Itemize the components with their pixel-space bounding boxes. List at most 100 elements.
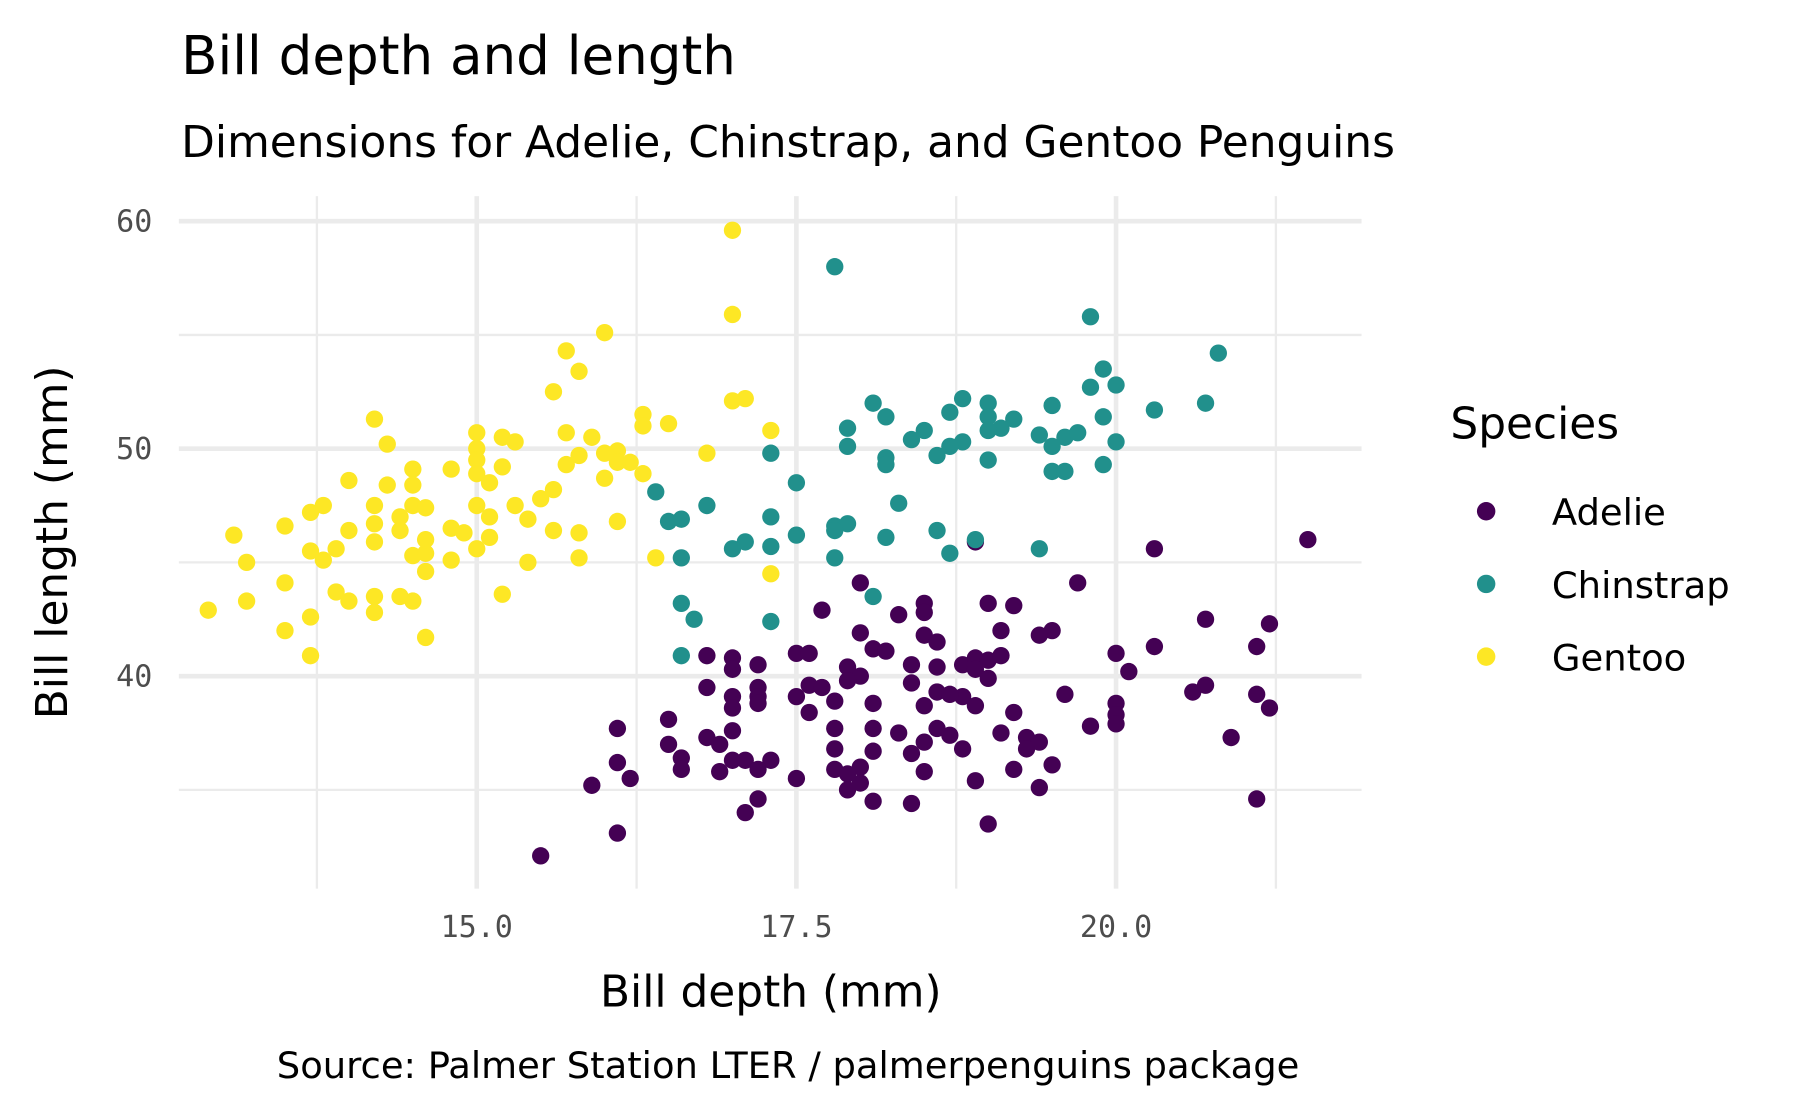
- data-point-gentoo: [340, 592, 358, 610]
- data-point-gentoo: [480, 474, 499, 492]
- data-point-chinstrap: [1209, 344, 1227, 362]
- data-point-adelie: [1017, 740, 1036, 758]
- data-point-gentoo: [468, 451, 486, 469]
- data-point-adelie: [723, 751, 742, 769]
- data-point-chinstrap: [787, 526, 806, 544]
- data-point-chinstrap: [992, 419, 1010, 437]
- data-point-adelie: [966, 660, 985, 678]
- legend-item-gentoo: Gentoo: [1476, 636, 1686, 679]
- data-point-gentoo: [365, 496, 384, 515]
- data-point-adelie: [723, 722, 742, 740]
- data-point-chinstrap: [864, 587, 882, 606]
- data-point-chinstrap: [838, 419, 857, 437]
- data-point-adelie: [1081, 717, 1100, 735]
- data-point-adelie: [787, 687, 806, 706]
- data-point-adelie: [864, 719, 882, 738]
- data-point-gentoo: [468, 465, 486, 483]
- data-point-adelie: [800, 644, 818, 663]
- data-point-adelie: [1056, 685, 1074, 703]
- data-point-gentoo: [340, 471, 358, 490]
- data-point-adelie: [941, 726, 959, 744]
- data-point-chinstrap: [979, 394, 997, 412]
- data-point-adelie: [877, 642, 895, 660]
- data-point-gentoo: [493, 585, 511, 603]
- data-point-gentoo: [506, 496, 524, 515]
- data-point-gentoo: [455, 524, 473, 542]
- data-point-adelie: [1120, 662, 1138, 681]
- data-point-gentoo: [468, 424, 486, 442]
- legend-item-chinstrap: Chinstrap: [1476, 564, 1730, 607]
- data-point-adelie: [749, 760, 767, 779]
- data-point-gentoo: [468, 540, 486, 558]
- data-point-gentoo: [544, 383, 563, 401]
- data-point-chinstrap: [647, 483, 665, 501]
- data-point-gentoo: [365, 410, 384, 428]
- data-point-chinstrap: [762, 537, 780, 556]
- data-point-gentoo: [404, 460, 422, 478]
- data-point-adelie: [953, 740, 972, 758]
- data-point-gentoo: [557, 455, 575, 474]
- data-point-adelie: [800, 703, 818, 722]
- data-point-gentoo: [404, 496, 422, 515]
- data-point-gentoo: [647, 549, 665, 567]
- data-point-gentoo: [570, 362, 588, 380]
- data-point-gentoo: [416, 628, 435, 647]
- data-point-adelie: [851, 624, 869, 642]
- data-point-gentoo: [595, 444, 614, 462]
- chart-caption: Source: Palmer Station LTER / palmerpeng…: [277, 1044, 1300, 1087]
- data-point-adelie: [992, 621, 1010, 640]
- data-point-chinstrap: [685, 610, 703, 628]
- data-point-chinstrap: [1094, 360, 1112, 378]
- x-axis-ticks: 15.0 17.5 20.0: [441, 910, 1153, 945]
- data-point-gentoo: [378, 476, 396, 494]
- legend: Species Adelie Chinstrap Gentoo: [1450, 399, 1729, 680]
- data-point-adelie: [902, 794, 921, 813]
- data-point-gentoo: [595, 324, 614, 342]
- data-point-gentoo: [276, 574, 294, 592]
- data-point-chinstrap: [1043, 396, 1061, 415]
- data-point-gentoo: [327, 583, 345, 601]
- data-point-gentoo: [621, 453, 639, 471]
- data-point-adelie: [915, 697, 933, 715]
- y-axis-ticks: 40 50 60: [116, 205, 152, 695]
- data-point-adelie: [890, 606, 908, 624]
- data-point-chinstrap: [1081, 378, 1100, 396]
- data-point-adelie: [928, 683, 946, 701]
- data-point-gentoo: [493, 458, 511, 476]
- data-point-adelie: [992, 647, 1010, 665]
- data-point-gentoo: [314, 496, 332, 515]
- data-point-adelie: [966, 697, 985, 715]
- data-point-chinstrap: [672, 510, 690, 528]
- y-tick-label: 60: [116, 205, 152, 240]
- data-point-gentoo: [225, 526, 243, 544]
- data-point-gentoo: [557, 424, 575, 442]
- data-point-chinstrap: [787, 474, 806, 492]
- series-adelie: [532, 530, 1317, 865]
- data-point-gentoo: [416, 544, 435, 562]
- data-point-adelie: [902, 674, 921, 692]
- data-point-adelie: [711, 763, 729, 781]
- data-point-chinstrap: [698, 496, 716, 515]
- x-tick-label: 15.0: [441, 910, 513, 945]
- data-point-chinstrap: [1030, 426, 1048, 444]
- data-point-adelie: [864, 742, 882, 760]
- data-point-adelie: [838, 781, 857, 799]
- y-tick-label: 40: [116, 660, 152, 695]
- data-point-gentoo: [365, 533, 384, 551]
- data-point-gentoo: [659, 414, 678, 433]
- y-axis-label: Bill length (mm): [27, 365, 78, 719]
- data-point-chinstrap: [659, 512, 678, 531]
- data-point-gentoo: [276, 517, 294, 535]
- data-point-adelie: [1107, 644, 1125, 663]
- data-point-adelie: [723, 699, 742, 717]
- data-point-adelie: [826, 719, 844, 738]
- data-point-chinstrap: [1107, 376, 1125, 394]
- y-tick-label: 50: [116, 432, 152, 467]
- data-point-adelie: [659, 710, 678, 729]
- data-point-adelie: [787, 644, 806, 663]
- data-points: [199, 221, 1317, 865]
- data-point-adelie: [762, 751, 780, 769]
- data-point-chinstrap: [736, 533, 754, 551]
- data-point-gentoo: [327, 540, 345, 558]
- data-point-gentoo: [404, 592, 422, 610]
